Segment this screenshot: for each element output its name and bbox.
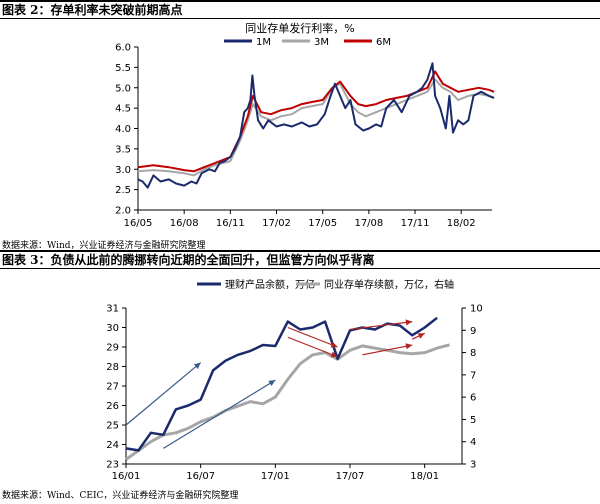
chart2-y-right-tick-label: 10 — [470, 304, 483, 315]
chart2-y-left-tick-label: 25 — [106, 421, 119, 432]
chart2-x-tick-label: 16/07 — [186, 471, 215, 482]
chart2-legend-label-1: 同业存单存续额，万亿，右轴 — [324, 278, 454, 291]
figure2-title: 图表 2：存单利率未突破前期高点 — [0, 0, 600, 19]
chart2-x-tick-label: 16/01 — [112, 471, 141, 482]
chart2-arrow-head — [268, 380, 276, 387]
chart1-y-tick-label: 5.0 — [115, 83, 131, 94]
chart2-arrow-line — [287, 326, 338, 348]
chart2-arrow-head — [405, 343, 413, 350]
chart2-arrow-head — [330, 341, 338, 348]
chart2-y-right-tick-label: 3 — [470, 460, 476, 471]
chart2-arrow-head — [405, 319, 413, 326]
chart1-y-tick-label: 5.5 — [115, 63, 131, 74]
chart-2-svg: 理财产品余额，万亿 同业存单存续额，万亿，右轴232425262728293031… — [106, 278, 483, 482]
chart1-y-tick-label: 4.5 — [115, 104, 131, 115]
chart1-y-tick-label: 4.0 — [115, 124, 131, 135]
chart2-x-tick-label: 17/01 — [261, 471, 290, 482]
chart2-y-left-tick-label: 29 — [106, 343, 119, 354]
chart1-y-tick-label: 3.5 — [115, 144, 131, 155]
figure2-source: 数据来源：Wind，兴业证券经济与金融研究院整理 — [2, 241, 206, 251]
chart2-y-left-tick-label: 27 — [106, 382, 119, 393]
chart2-y-left-tick-label: 30 — [106, 323, 119, 334]
chart2-arrow-head — [330, 351, 338, 358]
chart1-x-tick-label: 16/05 — [124, 218, 153, 229]
chart1-x-tick-label: 17/05 — [308, 218, 337, 229]
chart2-arrow-line — [349, 321, 413, 331]
chart2-arrow-line — [163, 379, 276, 449]
chart1-series-line-1m — [137, 62, 495, 189]
chart2-y-left-tick-label: 31 — [106, 304, 119, 315]
chart2-arrow-head — [193, 362, 201, 369]
figure3-title: 图表 3：负债从此前的腾挪转向近期的全面回升，但监管方向似乎背离 — [0, 250, 600, 269]
chart2-y-left-tick-label: 26 — [106, 401, 119, 412]
chart2-y-right-tick-label: 7 — [470, 370, 476, 381]
chart1-x-tick-label: 17/02 — [262, 218, 291, 229]
chart1-series-line-3m — [137, 78, 495, 177]
chart1-x-tick-label: 17/11 — [401, 218, 430, 229]
chart2-arrow-line — [287, 336, 338, 358]
chart2-arrow-head — [417, 333, 425, 339]
chart1-y-tick-label: 2.5 — [115, 185, 131, 196]
chart2-y-right-tick-label: 8 — [470, 348, 476, 359]
chart2-arrow-line — [362, 344, 413, 356]
chart2-series-line-wmp — [125, 316, 438, 452]
chart2-y-right-tick-label: 9 — [470, 326, 476, 337]
chart2-legend-label-0: 理财产品余额，万亿 — [225, 278, 315, 291]
chart2-x-tick-label: 18/01 — [410, 471, 439, 482]
chart2-y-left-tick-label: 28 — [106, 362, 119, 373]
chart2-y-right-tick-label: 4 — [470, 437, 476, 448]
chart2-series-line-interbank-cd — [125, 343, 450, 461]
chart2-y-right-tick-label: 5 — [470, 415, 476, 426]
chart1-y-tick-label: 6.0 — [115, 43, 131, 54]
chart1-y-tick-label: 2.0 — [115, 206, 131, 217]
chart1-x-tick-label: 18/02 — [447, 218, 476, 229]
chart1-x-tick-label: 16/11 — [216, 218, 245, 229]
chart1-x-tick-label: 17/08 — [354, 218, 383, 229]
chart2-arrow-line — [125, 362, 202, 426]
chart2-y-left-tick-label: 24 — [106, 440, 119, 451]
chart1-legend-label-1m: 1M — [256, 37, 271, 48]
chart2-y-left-tick-label: 23 — [106, 460, 119, 471]
chart1-title: 同业存单发行利率，% — [245, 21, 354, 35]
figure3-source: 数据来源：Wind、CEIC，兴业证券经济与金融研究院整理 — [2, 491, 239, 501]
chart1-legend-label-3m: 3M — [314, 37, 329, 48]
chart1-y-tick-label: 3.0 — [115, 165, 131, 176]
chart2-x-tick-label: 17/07 — [336, 471, 365, 482]
chart1-x-tick-label: 16/08 — [170, 218, 199, 229]
chart2-y-right-tick-label: 6 — [470, 393, 476, 404]
chart1-series-line-6m — [137, 70, 495, 173]
chart1-legend-label-6m: 6M — [376, 37, 391, 48]
chart-1-svg: 同业存单发行利率，% 1M 3M 6M 2.0 2.5 3.0 3.5 4.0 4.5 5.0 5.5… — [115, 21, 495, 229]
